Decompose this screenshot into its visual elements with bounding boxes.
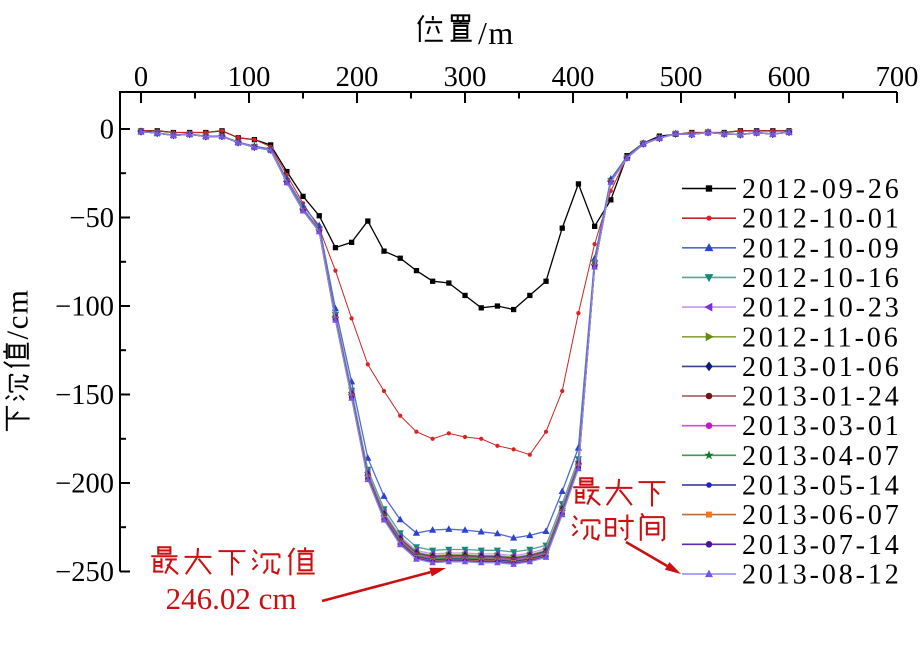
svg-text:2012-10-01: 2012-10-01 — [742, 204, 902, 235]
svg-text:700: 700 — [876, 62, 919, 93]
svg-text:−200: −200 — [55, 469, 114, 500]
svg-text:−150: −150 — [55, 380, 114, 411]
svg-text:2013-04-07: 2013-04-07 — [742, 441, 902, 472]
svg-text:2013-07-14: 2013-07-14 — [742, 530, 902, 561]
svg-text:500: 500 — [660, 62, 703, 93]
svg-text:−250: −250 — [55, 557, 114, 588]
svg-text:2013-06-07: 2013-06-07 — [742, 500, 902, 531]
svg-text:2013-01-24: 2013-01-24 — [742, 382, 902, 413]
svg-text:2012-10-16: 2012-10-16 — [742, 263, 902, 294]
svg-text:400: 400 — [552, 62, 595, 93]
svg-text:2013-05-14: 2013-05-14 — [742, 471, 902, 502]
svg-text:2012-10-23: 2012-10-23 — [742, 293, 902, 324]
svg-text:100: 100 — [228, 62, 271, 93]
svg-text:/cm: /cm — [0, 289, 35, 340]
svg-text:200: 200 — [336, 62, 379, 93]
svg-text:2013-01-06: 2013-01-06 — [742, 352, 902, 383]
svg-text:−100: −100 — [55, 292, 114, 323]
svg-text:2013-08-12: 2013-08-12 — [742, 560, 902, 591]
svg-text:0: 0 — [100, 115, 114, 146]
svg-text:/m: /m — [478, 15, 515, 51]
svg-text:0: 0 — [134, 62, 148, 93]
svg-text:2012-10-09: 2012-10-09 — [742, 233, 902, 264]
svg-text:−50: −50 — [69, 203, 114, 234]
svg-text:2013-03-01: 2013-03-01 — [742, 411, 902, 442]
svg-text:600: 600 — [768, 62, 811, 93]
svg-text:2012-09-26: 2012-09-26 — [742, 174, 902, 205]
svg-text:2012-11-06: 2012-11-06 — [742, 322, 901, 353]
svg-text:300: 300 — [444, 62, 487, 93]
svg-text:246.02 cm: 246.02 cm — [166, 581, 297, 616]
